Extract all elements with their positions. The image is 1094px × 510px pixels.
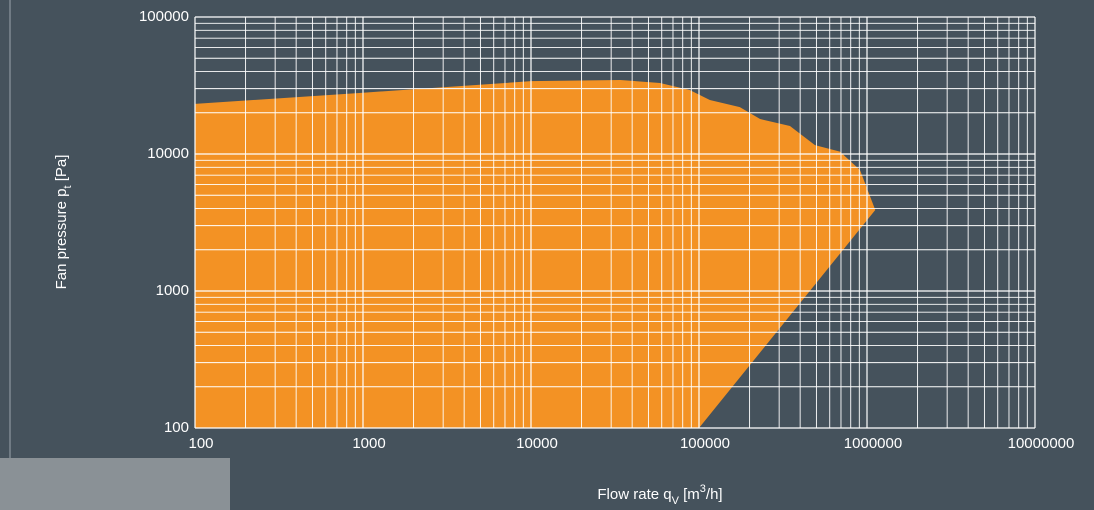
plot: 100 1000 10000 100000 1000000 10000000 100 1000… (139, 8, 1074, 452)
x-axis-label: Flow rate qV [m3/h] (597, 483, 722, 507)
x-tick-label: 10000000 (1008, 435, 1075, 452)
y-tick-label: 100000 (139, 8, 189, 25)
label-text: Flow rate q (597, 486, 671, 503)
label-unit: [m (679, 486, 700, 503)
x-tick-label: 1000000 (844, 435, 902, 452)
y-tick-label: 100 (164, 419, 189, 436)
y-tick-label: 1000 (156, 282, 189, 299)
x-tick-label: 1000 (352, 435, 385, 452)
x-tick-label: 10000 (516, 435, 558, 452)
label-unit: [Pa] (53, 155, 70, 186)
label-unit: /h] (706, 486, 723, 503)
label-text: Fan pressure p (53, 189, 70, 290)
x-tick-label: 100 (188, 435, 213, 452)
label-sub: V (672, 495, 680, 507)
y-axis-label: Fan pressure pt [Pa] (53, 155, 74, 290)
x-tick-label: 100000 (680, 435, 730, 452)
label-sub: t (62, 185, 74, 188)
device-edge (0, 458, 230, 510)
label-sup: 3 (700, 483, 706, 495)
y-tick-label: 10000 (147, 145, 189, 162)
